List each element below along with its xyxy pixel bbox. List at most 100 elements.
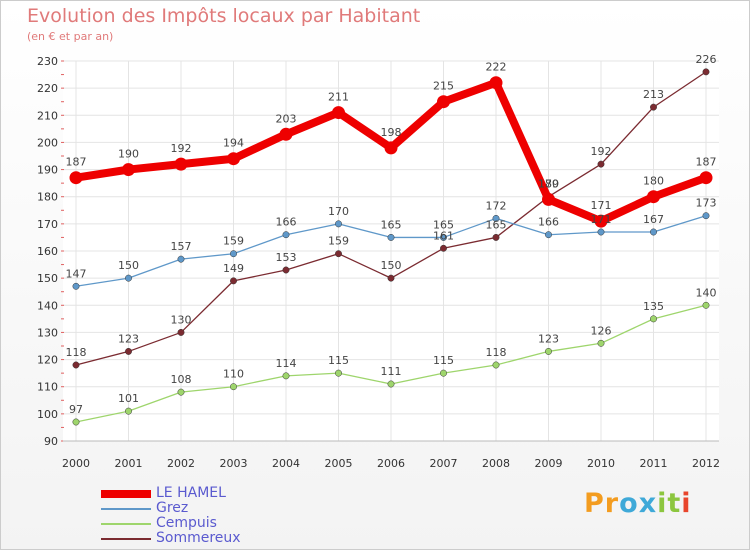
data-point: [597, 228, 605, 236]
data-label: 159: [328, 235, 349, 248]
data-label: 172: [486, 199, 507, 212]
legend-item: Sommereux: [101, 530, 301, 546]
y-tick-label: 100: [37, 408, 58, 421]
x-tick-label: 2010: [587, 457, 615, 470]
data-label: 165: [433, 218, 454, 231]
data-label: 118: [486, 346, 507, 359]
data-point: [387, 274, 395, 282]
y-tick-label: 130: [37, 326, 58, 339]
data-label: 165: [381, 218, 402, 231]
y-tick-label: 230: [37, 55, 58, 68]
data-label: 192: [591, 145, 612, 158]
data-label: 215: [433, 80, 454, 93]
x-tick-label: 2000: [62, 457, 90, 470]
data-point: [492, 214, 500, 222]
data-label: 115: [433, 354, 454, 367]
data-label: 157: [171, 240, 192, 253]
data-point: [492, 361, 500, 369]
data-point: [230, 383, 237, 391]
data-label: 194: [223, 137, 244, 150]
x-tick-label: 2011: [640, 457, 668, 470]
data-label: 111: [381, 365, 402, 378]
data-label: 118: [66, 346, 87, 359]
data-label: 126: [591, 324, 612, 337]
data-label: 167: [643, 213, 664, 226]
data-label: 180: [643, 175, 664, 188]
x-tick-label: 2009: [535, 457, 563, 470]
x-tick-label: 2006: [377, 457, 405, 470]
data-label: 166: [276, 216, 297, 229]
data-point: [489, 76, 503, 90]
logo-letter: t: [667, 488, 682, 519]
data-label: 198: [381, 126, 402, 139]
data-label: 159: [223, 235, 244, 248]
data-label: 110: [223, 368, 244, 381]
data-label: 123: [118, 332, 139, 345]
data-label: 140: [696, 286, 717, 299]
x-tick-label: 2008: [482, 457, 510, 470]
legend-item: Grez: [101, 500, 301, 516]
logo-letter: P: [584, 488, 605, 519]
data-label: 213: [643, 88, 664, 101]
data-point: [492, 233, 500, 241]
x-tick-label: 2001: [115, 457, 143, 470]
data-point: [230, 250, 237, 258]
y-tick-label: 110: [37, 381, 58, 394]
logo-letter: r: [604, 488, 620, 519]
data-label: 115: [328, 354, 349, 367]
data-label: 108: [171, 373, 192, 386]
legend-label: Grez: [156, 500, 189, 516]
data-label: 187: [696, 156, 717, 169]
logo-letter: x: [638, 488, 658, 519]
data-label: 173: [696, 197, 717, 210]
data-point: [387, 233, 395, 241]
legend-item: Cempuis: [101, 515, 301, 531]
data-point: [72, 361, 80, 369]
data-label: 135: [643, 300, 664, 313]
data-point: [440, 369, 447, 377]
data-label: 171: [591, 199, 612, 212]
data-point: [335, 220, 342, 228]
data-label: 187: [66, 156, 87, 169]
data-label: 179: [538, 177, 559, 190]
data-point: [387, 380, 395, 388]
data-label: 203: [276, 112, 297, 125]
data-label: 171: [591, 213, 612, 226]
data-label: 192: [171, 142, 192, 155]
data-point: [702, 212, 710, 220]
line-chart: 90 100 110 120 130 140 150 160 170 180 190 200 210 22…: [37, 53, 720, 470]
data-point: [702, 68, 710, 76]
data-label: 211: [328, 91, 349, 104]
data-label: 180: [538, 178, 559, 191]
y-tick-label: 160: [37, 245, 58, 258]
y-tick-label: 90: [44, 435, 58, 448]
data-point: [69, 171, 83, 185]
data-label: 190: [118, 148, 139, 161]
x-tick-label: 2004: [272, 457, 300, 470]
data-point: [72, 418, 80, 426]
data-point: [122, 163, 135, 177]
data-point: [174, 157, 188, 171]
data-point: [594, 214, 608, 228]
legend-swatch: [101, 508, 151, 510]
data-point: [230, 277, 237, 285]
y-tick-label: 180: [37, 191, 58, 204]
y-tick-label: 200: [37, 136, 58, 149]
logo-letter: o: [619, 488, 639, 519]
chart-legend: LE HAMEL Grez Cempuis Sommereux: [101, 485, 301, 546]
data-label: 97: [69, 403, 83, 416]
data-point: [177, 328, 185, 336]
data-point: [282, 231, 290, 239]
data-point: [279, 127, 293, 141]
x-tick-label: 2005: [325, 457, 353, 470]
data-point: [647, 190, 660, 204]
data-label: 222: [486, 61, 507, 74]
data-point: [545, 231, 552, 239]
data-point: [702, 301, 710, 309]
data-point: [384, 141, 398, 155]
y-tick-label: 170: [37, 218, 58, 231]
legend-swatch: [101, 538, 151, 540]
data-point: [332, 106, 345, 120]
data-label: 150: [381, 259, 402, 272]
